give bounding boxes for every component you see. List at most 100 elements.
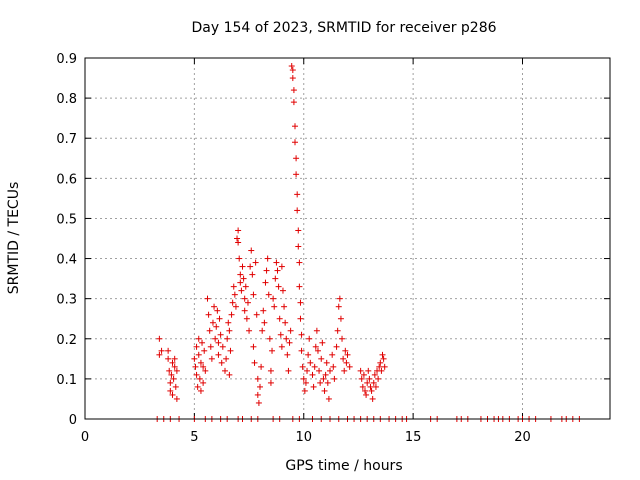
data-point <box>191 355 198 362</box>
data-point <box>239 263 246 270</box>
data-point <box>240 275 247 282</box>
data-point <box>304 367 311 374</box>
data-point <box>295 227 302 234</box>
data-point <box>365 367 372 374</box>
data-point <box>197 359 204 366</box>
data-point <box>219 343 226 350</box>
y-tick-label: 0 <box>69 413 77 428</box>
data-point <box>367 383 374 390</box>
data-point <box>193 371 200 378</box>
data-point <box>376 363 383 370</box>
data-point <box>292 123 298 130</box>
data-point <box>212 335 219 342</box>
data-point <box>357 367 364 374</box>
data-point <box>317 379 324 386</box>
data-point <box>322 371 329 378</box>
y-tick-label: 0.3 <box>56 293 77 308</box>
data-point <box>337 315 344 322</box>
data-point <box>255 399 262 406</box>
data-point <box>250 291 257 298</box>
data-point <box>207 343 214 350</box>
x-tick-label: 10 <box>295 430 312 445</box>
data-point <box>295 243 302 250</box>
y-tick-label: 0.9 <box>56 52 77 67</box>
data-point <box>299 363 306 370</box>
data-point <box>266 335 273 342</box>
data-point <box>231 291 238 298</box>
data-point <box>285 367 292 374</box>
data-point <box>298 347 305 354</box>
data-point <box>358 375 365 382</box>
data-point <box>226 327 233 334</box>
data-point <box>372 383 379 390</box>
data-point <box>169 359 176 366</box>
data-point <box>223 355 230 362</box>
data-point <box>201 347 208 354</box>
data-point <box>369 395 376 402</box>
data-point <box>327 367 333 374</box>
data-point <box>253 311 260 318</box>
y-tick-label: 0.1 <box>56 373 77 388</box>
data-point <box>288 63 295 70</box>
data-point <box>287 327 294 334</box>
data-point <box>305 351 312 358</box>
data-point <box>377 359 384 366</box>
data-point <box>200 363 207 370</box>
data-point <box>211 303 218 310</box>
chart-title: Day 154 of 2023, SRMTID for receiver p28… <box>191 20 496 36</box>
data-point <box>284 351 291 358</box>
data-point <box>171 355 178 362</box>
data-point <box>293 171 300 178</box>
x-tick-label: 0 <box>81 430 89 445</box>
data-point <box>248 247 255 254</box>
data-point <box>364 379 371 386</box>
data-point <box>314 347 321 354</box>
data-point <box>204 295 211 302</box>
data-point <box>301 387 308 394</box>
plot-frame <box>84 57 611 420</box>
data-point <box>316 367 323 374</box>
data-point <box>243 315 250 322</box>
data-point <box>260 307 267 314</box>
data-point <box>346 363 353 370</box>
data-point <box>224 335 231 342</box>
data-point <box>325 395 332 402</box>
x-tick-label: 5 <box>190 430 198 445</box>
data-point <box>230 283 237 290</box>
data-point <box>289 67 296 74</box>
data-point <box>273 259 280 266</box>
data-point <box>235 239 242 246</box>
data-point <box>286 339 293 346</box>
data-point <box>300 375 307 382</box>
data-point <box>333 343 340 350</box>
data-point <box>269 347 276 354</box>
data-point <box>340 355 347 362</box>
data-point <box>267 367 274 374</box>
data-point <box>379 351 386 358</box>
data-point <box>261 319 268 326</box>
data-point <box>380 355 387 362</box>
data-point <box>265 291 272 298</box>
data-point <box>370 379 377 386</box>
x-axis-label: GPS time / hours <box>285 458 402 474</box>
data-point <box>270 295 277 302</box>
y-tick-label: 0.7 <box>56 132 77 147</box>
data-point <box>258 363 265 370</box>
data-point <box>205 311 212 318</box>
data-point <box>227 347 234 354</box>
data-point <box>246 327 253 334</box>
data-point <box>330 363 337 370</box>
data-point <box>339 335 346 342</box>
data-point <box>226 371 233 378</box>
data-point <box>229 299 236 306</box>
data-point <box>173 395 180 402</box>
data-point <box>307 359 314 366</box>
data-point <box>278 263 285 270</box>
data-point <box>196 375 203 382</box>
data-point <box>166 367 173 374</box>
data-point <box>195 351 202 358</box>
data-point <box>242 283 249 290</box>
data-point <box>360 371 367 378</box>
data-point <box>362 387 368 394</box>
data-point <box>290 99 297 106</box>
